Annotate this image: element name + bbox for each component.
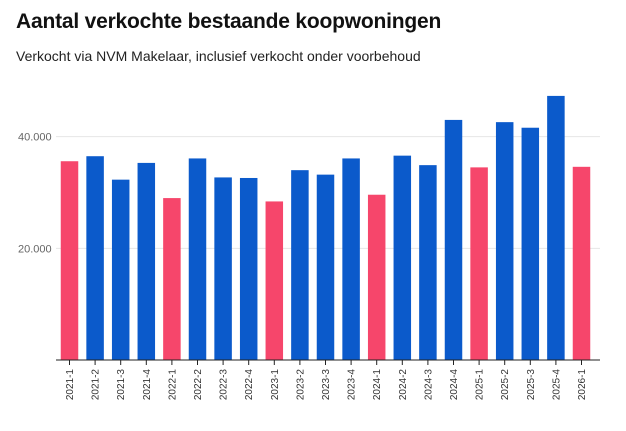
bar: [137, 162, 156, 360]
bar: [444, 119, 463, 361]
bar: [470, 167, 488, 360]
bar: [111, 179, 130, 360]
bar: [419, 165, 437, 360]
bar: [316, 174, 335, 360]
x-tick-label: 2024-3: [423, 369, 434, 401]
x-tick-label: 2024-1: [372, 369, 383, 401]
x-tick-label: 2022-2: [193, 369, 204, 401]
x-tick-label: 2023-4: [347, 369, 358, 401]
x-tick-label: 2024-2: [398, 369, 409, 401]
x-tick-label: 2023-2: [295, 369, 306, 401]
x-tick-label: 2021-4: [142, 369, 153, 401]
chart-subtitle: Verkocht via NVM Makelaar, inclusief ver…: [16, 48, 421, 64]
x-tick-label: 2022-4: [244, 369, 255, 401]
bar: [572, 166, 591, 360]
x-tick-label: 2025-2: [500, 369, 511, 401]
x-tick-label: 2021-3: [116, 369, 127, 401]
x-tick-label: 2023-3: [321, 369, 332, 401]
bar: [393, 155, 412, 360]
bar: [188, 158, 207, 360]
bar: [521, 127, 540, 360]
bar: [86, 156, 104, 360]
y-tick-label: 40.000: [18, 132, 52, 144]
bar: [367, 194, 386, 360]
x-tick-label: 2024-4: [449, 369, 460, 401]
x-tick-label: 2025-3: [526, 369, 537, 401]
y-tick-label: 20.000: [18, 243, 52, 255]
bar: [265, 201, 284, 360]
x-tick-label: 2022-3: [219, 369, 230, 401]
x-tick-label: 2021-1: [65, 369, 76, 401]
bar: [239, 177, 258, 360]
x-tick-label: 2025-1: [475, 369, 486, 401]
bar: [60, 161, 79, 360]
x-tick-label: 2021-2: [91, 369, 102, 401]
bar: [163, 198, 181, 360]
x-tick-label: 2026-1: [577, 369, 588, 401]
chart-title: Aantal verkochte bestaande koopwoningen: [16, 10, 442, 33]
x-tick-label: 2025-4: [551, 369, 562, 401]
bar: [547, 95, 565, 361]
bar: [291, 170, 309, 360]
x-tick-label: 2023-1: [270, 369, 281, 401]
bar: [495, 122, 514, 361]
bar: [342, 158, 360, 360]
x-tick-label: 2022-1: [167, 369, 178, 401]
bar: [214, 177, 232, 360]
